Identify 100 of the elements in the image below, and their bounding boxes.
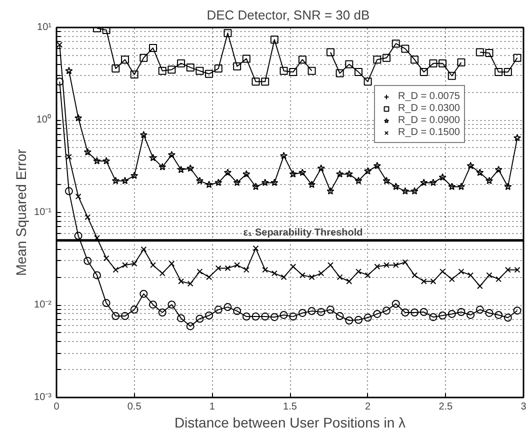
point xyxy=(401,187,410,195)
point xyxy=(177,59,186,68)
point xyxy=(92,271,101,280)
point xyxy=(476,306,484,314)
point xyxy=(420,178,428,186)
point xyxy=(158,308,166,316)
point xyxy=(457,308,466,316)
point xyxy=(289,170,297,178)
point xyxy=(149,154,157,162)
point xyxy=(448,276,455,282)
point xyxy=(290,264,296,270)
point xyxy=(374,264,380,270)
point xyxy=(364,78,372,86)
x-tick-label: 3 xyxy=(520,402,527,412)
ref-line-label: ε₁ Separability Threshold xyxy=(243,227,363,238)
point xyxy=(102,28,110,34)
point xyxy=(336,274,343,280)
point xyxy=(485,308,494,317)
legend-label: R_D = 0.0075 xyxy=(398,90,460,102)
y-tick-label: 10⁻¹ xyxy=(34,207,52,218)
point xyxy=(466,162,474,170)
point xyxy=(140,290,148,298)
point xyxy=(186,322,194,330)
point xyxy=(289,68,298,76)
point xyxy=(168,260,175,267)
point xyxy=(514,266,520,273)
point xyxy=(280,152,288,160)
point xyxy=(513,54,522,62)
point xyxy=(373,56,382,64)
point xyxy=(64,187,73,196)
point xyxy=(158,66,166,75)
point xyxy=(392,300,400,308)
point xyxy=(112,176,120,184)
point xyxy=(317,164,325,172)
point xyxy=(65,66,73,74)
point xyxy=(205,70,214,78)
point xyxy=(429,59,438,68)
point xyxy=(56,42,63,48)
point xyxy=(130,70,138,79)
x-tick-label: 0 xyxy=(54,402,60,412)
point xyxy=(513,134,522,142)
point xyxy=(224,265,231,272)
point xyxy=(75,194,82,200)
point xyxy=(261,178,269,186)
point xyxy=(476,168,484,176)
point xyxy=(513,306,522,315)
point xyxy=(102,157,110,164)
point xyxy=(252,182,260,190)
point xyxy=(122,262,128,268)
x-tick-label: 2.5 xyxy=(438,402,454,412)
point xyxy=(410,187,418,195)
point xyxy=(121,176,129,184)
point xyxy=(354,176,362,184)
point xyxy=(270,178,278,186)
point xyxy=(420,68,428,76)
point xyxy=(429,313,438,322)
point xyxy=(196,314,204,323)
point xyxy=(308,307,316,316)
point xyxy=(438,312,447,320)
x-tick-label: 1 xyxy=(209,402,216,412)
point xyxy=(494,166,502,174)
point xyxy=(224,29,232,38)
point xyxy=(466,310,475,319)
point xyxy=(261,78,270,86)
x-axis-title: Distance between User Positions in λ xyxy=(174,414,406,430)
point xyxy=(66,154,72,160)
point xyxy=(364,314,372,322)
point xyxy=(354,316,362,324)
point xyxy=(102,299,110,308)
x-tick-label: 0.5 xyxy=(127,402,142,412)
point xyxy=(130,306,138,314)
point xyxy=(206,274,212,280)
point xyxy=(149,300,158,309)
point xyxy=(280,310,288,319)
point xyxy=(496,276,502,282)
point xyxy=(140,130,148,138)
point xyxy=(242,54,250,63)
legend-label: R_D = 0.1500 xyxy=(398,126,460,138)
point xyxy=(214,178,222,186)
point xyxy=(103,255,110,262)
point xyxy=(402,259,408,266)
point xyxy=(476,48,484,56)
point xyxy=(429,178,438,186)
point xyxy=(159,270,166,276)
point xyxy=(420,278,427,284)
point xyxy=(438,173,446,181)
point xyxy=(261,312,270,321)
point xyxy=(120,56,129,64)
point xyxy=(336,69,344,78)
point xyxy=(140,246,147,252)
point xyxy=(364,272,371,278)
point xyxy=(289,312,298,321)
point xyxy=(430,278,436,284)
legend-label: R_D = 0.0900 xyxy=(398,114,460,126)
point xyxy=(412,272,418,278)
point xyxy=(112,312,120,320)
point xyxy=(382,306,391,315)
point xyxy=(168,300,176,309)
point xyxy=(158,163,166,170)
point xyxy=(401,308,410,316)
